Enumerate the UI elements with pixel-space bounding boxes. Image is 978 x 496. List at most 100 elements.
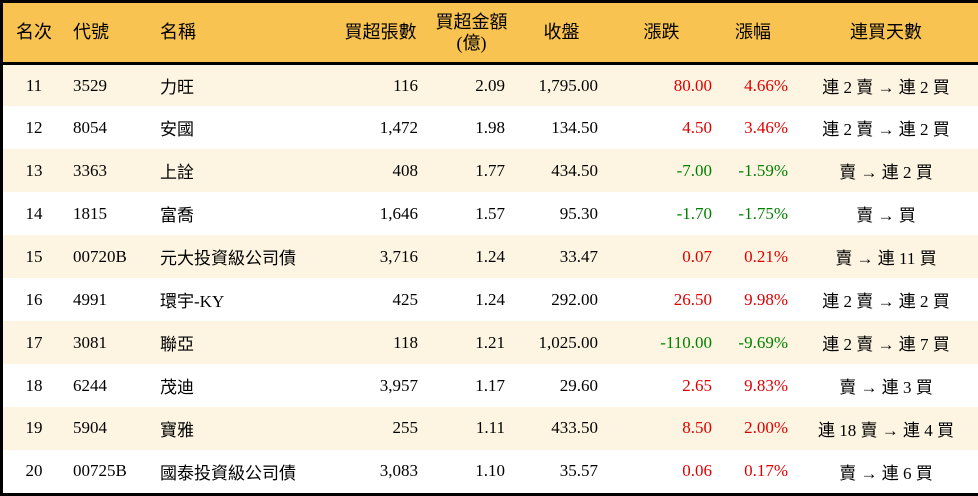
- cell-change: -110.00: [660, 332, 712, 352]
- cell-streak: 連 2 賣 → 連 2 買: [822, 78, 950, 98]
- header-amount-line2: (億): [456, 32, 487, 53]
- cell-name: 力旺: [160, 78, 194, 98]
- header-rank: 名次: [3, 3, 65, 65]
- cell-volume: 3,083: [379, 461, 418, 481]
- cell-pct: 9.83%: [744, 375, 788, 395]
- cell-amount: 1.11: [475, 418, 505, 438]
- cell-name: 安國: [160, 120, 194, 140]
- cell-close: 433.50: [551, 418, 598, 438]
- cell-rank: 16: [25, 289, 43, 309]
- table-header: 名次 代號 名稱 買超張數 買超金額 (億) 收盤 漲跌 漲幅 連買天數: [3, 3, 978, 65]
- cell-close: 1,025.00: [538, 332, 599, 352]
- cell-amount: 1.21: [475, 332, 505, 352]
- cell-pct: 3.46%: [744, 117, 788, 137]
- cell-name: 茂迪: [160, 378, 194, 398]
- cell-change: 0.07: [682, 246, 712, 266]
- cell-streak: 賣 → 連 3 買: [839, 378, 933, 398]
- cell-volume: 3,716: [379, 246, 418, 266]
- cell-rank: 18: [25, 375, 43, 395]
- data-table: 名次 代號 名稱 買超張數 買超金額 (億) 收盤 漲跌 漲幅 連買天數 11 3…: [3, 3, 978, 493]
- cell-name: 環宇-KY: [160, 292, 225, 312]
- cell-rank: 12: [25, 117, 43, 137]
- cell-change: 2.65: [682, 375, 712, 395]
- cell-volume: 1,646: [379, 203, 418, 223]
- cell-change: 26.50: [673, 289, 712, 309]
- table-row[interactable]: 13 3363 上詮 408 1.77 434.50 -7.00 -1.59% 賣 → 連 2 …: [3, 149, 978, 193]
- cell-rank: 19: [25, 418, 43, 438]
- header-streak: 連買天數: [791, 3, 978, 65]
- cell-rank: 15: [25, 246, 43, 266]
- cell-volume: 3,957: [379, 375, 418, 395]
- table-row[interactable]: 15 00720B 元大投資級公司債 3,716 1.24 33.47 0.07 0.21% 賣…: [3, 235, 978, 279]
- cell-pct: 0.21%: [744, 246, 788, 266]
- cell-volume: 118: [393, 332, 418, 352]
- cell-close: 35.57: [559, 461, 598, 481]
- cell-rank: 13: [25, 160, 43, 180]
- header-amount-line1: 買超金額: [435, 11, 508, 32]
- header-code: 代號: [65, 3, 148, 65]
- cell-name: 國泰投資級公司債: [160, 463, 296, 483]
- cell-name: 聯亞: [160, 335, 194, 355]
- table-row[interactable]: 20 00725B 國泰投資級公司債 3,083 1.10 35.57 0.06 0.17% 賣…: [3, 449, 978, 493]
- cell-close: 434.50: [551, 160, 598, 180]
- cell-code: 3363: [73, 160, 107, 180]
- cell-change: -7.00: [676, 160, 712, 180]
- table-row[interactable]: 18 6244 茂迪 3,957 1.17 29.60 2.65 9.83% 賣 → 連 3 買: [3, 364, 978, 407]
- table-row[interactable]: 19 5904 寶雅 255 1.11 433.50 8.50 2.00% 連 18 賣 → 連…: [3, 407, 978, 450]
- cell-close: 95.30: [559, 203, 598, 223]
- cell-change: 0.06: [682, 461, 712, 481]
- header-volume: 買超張數: [333, 3, 428, 65]
- header-close: 收盤: [515, 3, 608, 65]
- cell-name: 上詮: [160, 163, 194, 183]
- cell-amount: 1.10: [475, 461, 505, 481]
- cell-close: 33.47: [559, 246, 598, 266]
- cell-streak: 賣 → 連 6 買: [839, 463, 933, 483]
- cell-close: 29.60: [559, 375, 598, 395]
- cell-amount: 1.17: [475, 375, 505, 395]
- cell-pct: -9.69%: [738, 332, 788, 352]
- table-row[interactable]: 14 1815 富喬 1,646 1.57 95.30 -1.70 -1.75% 賣 → 買: [3, 192, 978, 236]
- cell-rank: 11: [25, 75, 43, 95]
- cell-name: 富喬: [160, 206, 194, 226]
- cell-pct: 4.66%: [744, 75, 788, 95]
- cell-code: 00725B: [73, 461, 127, 481]
- cell-pct: 2.00%: [744, 418, 788, 438]
- cell-rank: 14: [25, 203, 43, 223]
- cell-change: 4.50: [682, 117, 712, 137]
- cell-rank: 20: [25, 461, 43, 481]
- cell-amount: 1.57: [475, 203, 505, 223]
- table-row[interactable]: 11 3529 力旺 116 2.09 1,795.00 80.00 4.66% 連 2 賣 →…: [3, 63, 978, 107]
- cell-change: 8.50: [682, 418, 712, 438]
- cell-streak: 連 2 賣 → 連 2 買: [822, 292, 950, 312]
- cell-change: -1.70: [676, 203, 712, 223]
- table-row[interactable]: 17 3081 聯亞 118 1.21 1,025.00 -110.00 -9.69% 連 2 …: [3, 321, 978, 365]
- cell-streak: 賣 → 連 2 買: [839, 163, 933, 183]
- cell-volume: 255: [392, 418, 419, 438]
- cell-amount: 1.77: [475, 160, 505, 180]
- cell-change: 80.00: [673, 75, 712, 95]
- header-pct: 漲幅: [715, 3, 791, 65]
- cell-code: 3081: [73, 332, 107, 352]
- cell-streak: 賣 → 買: [856, 206, 916, 226]
- table-row[interactable]: 16 4991 環宇-KY 425 1.24 292.00 26.50 9.98% 連 2 賣 …: [3, 278, 978, 322]
- cell-streak: 連 18 賣 → 連 4 買: [818, 420, 954, 440]
- cell-code: 6244: [73, 375, 107, 395]
- cell-volume: 425: [392, 289, 419, 309]
- cell-volume: 408: [392, 160, 419, 180]
- cell-volume: 116: [393, 75, 418, 95]
- header-name: 名稱: [148, 3, 333, 65]
- cell-pct: -1.75%: [738, 203, 788, 223]
- header-change: 漲跌: [608, 3, 715, 65]
- cell-close: 292.00: [551, 289, 598, 309]
- cell-rank: 17: [25, 332, 43, 352]
- cell-pct: -1.59%: [738, 160, 788, 180]
- cell-amount: 1.98: [475, 117, 505, 137]
- cell-code: 8054: [73, 117, 107, 137]
- cell-amount: 1.24: [475, 289, 505, 309]
- cell-code: 4991: [73, 289, 107, 309]
- cell-close: 134.50: [551, 117, 598, 137]
- cell-pct: 0.17%: [744, 461, 788, 481]
- cell-name: 寶雅: [160, 420, 194, 440]
- table-row[interactable]: 12 8054 安國 1,472 1.98 134.50 4.50 3.46% 連 2 賣 → …: [3, 106, 978, 150]
